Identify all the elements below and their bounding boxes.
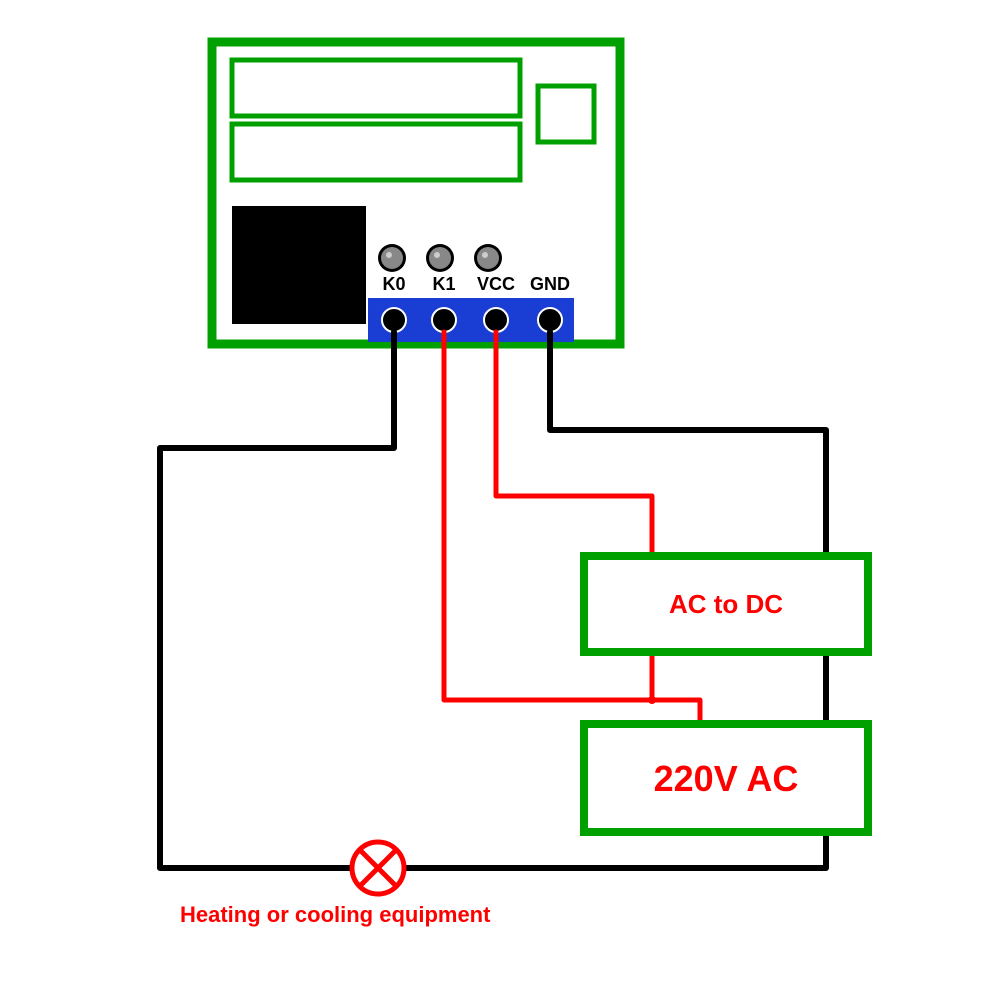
display-slot-2	[232, 124, 520, 180]
terminal-label-vcc: VCC	[477, 274, 515, 294]
holder-highlight-2	[482, 252, 488, 258]
power-label: 220V AC	[654, 758, 799, 799]
ac-to-dc-label: AC to DC	[669, 589, 783, 619]
terminal-label-k1: K1	[432, 274, 455, 294]
wire-k0-black	[160, 332, 394, 868]
equipment-label: Heating or cooling equipment	[180, 902, 491, 927]
holder-0	[381, 247, 403, 269]
display-slot-1	[232, 60, 520, 116]
relay-block	[232, 206, 366, 324]
small-module-box	[538, 86, 594, 142]
holder-highlight-1	[434, 252, 440, 258]
holder-2	[477, 247, 499, 269]
junction-red	[648, 696, 656, 704]
wire-power-right-down	[404, 832, 826, 868]
wiring-diagram: K0 K1 VCC GND AC to DC 220V AC Heating or cool…	[0, 0, 1000, 1000]
terminal-label-gnd: GND	[530, 274, 570, 294]
holder-1	[429, 247, 451, 269]
wire-vcc-red	[496, 332, 652, 556]
wire-k1-red	[444, 332, 700, 724]
wire-gnd-black	[550, 332, 826, 556]
terminal-label-k0: K0	[382, 274, 405, 294]
holder-highlight-0	[386, 252, 392, 258]
